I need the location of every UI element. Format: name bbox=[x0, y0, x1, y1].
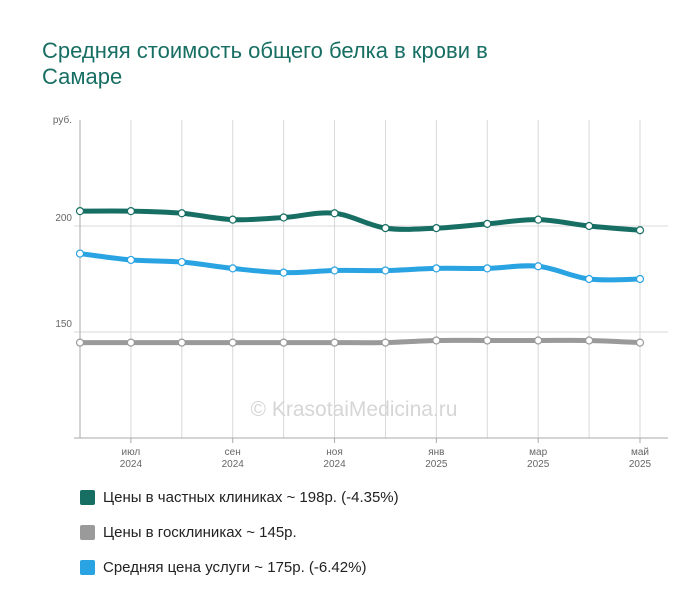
point bbox=[584, 221, 594, 231]
series-line bbox=[79, 251, 641, 283]
point bbox=[635, 338, 645, 347]
point bbox=[126, 207, 136, 216]
point bbox=[483, 219, 492, 228]
point bbox=[177, 209, 186, 218]
point bbox=[177, 257, 186, 267]
legend-item: Цены в частных клиниках ~ 198р. (-4.35%) bbox=[80, 489, 399, 506]
point bbox=[75, 338, 85, 347]
series-line bbox=[79, 337, 641, 346]
point bbox=[483, 336, 492, 345]
point bbox=[126, 255, 136, 265]
y-tick-label: 200 bbox=[55, 213, 72, 224]
legend-swatch bbox=[80, 490, 95, 505]
point bbox=[635, 274, 645, 284]
legend-item: Цены в госклиниках ~ 145р. bbox=[80, 524, 297, 541]
x-tick-label: июл bbox=[122, 447, 141, 458]
legend-label: Цены в госклиниках ~ 145р. bbox=[103, 524, 297, 541]
point bbox=[534, 215, 543, 224]
legend-item: Средняя цена услуги ~ 175р. (-6.42%) bbox=[80, 559, 366, 576]
y-axis-label: руб. bbox=[53, 114, 72, 126]
point bbox=[330, 266, 339, 275]
point bbox=[381, 266, 390, 275]
legend-label: Средняя цена услуги ~ 175р. (-6.42%) bbox=[103, 559, 367, 576]
watermark: © KrasotaiMedicina.ru bbox=[251, 398, 458, 421]
point bbox=[381, 224, 390, 233]
point bbox=[279, 338, 288, 347]
point bbox=[279, 213, 288, 222]
point bbox=[534, 262, 543, 271]
point bbox=[432, 224, 441, 233]
series-line bbox=[79, 208, 641, 233]
point bbox=[483, 264, 492, 273]
point bbox=[279, 268, 288, 277]
point bbox=[75, 207, 85, 216]
point bbox=[330, 338, 339, 347]
x-tick-label: сен bbox=[225, 447, 241, 458]
point bbox=[228, 215, 237, 224]
x-tick-label: ноя bbox=[326, 447, 343, 458]
legend-label: Цены в частных клиниках ~ 198р. (-4.35%) bbox=[103, 489, 399, 506]
x-tick-year: 2025 bbox=[425, 459, 448, 470]
x-tick-year: 2024 bbox=[222, 459, 245, 470]
point bbox=[228, 338, 237, 347]
x-tick-year: 2025 bbox=[527, 459, 550, 470]
point bbox=[381, 338, 390, 347]
point bbox=[330, 209, 339, 218]
legend-swatch bbox=[80, 525, 95, 540]
y-tick-label: 150 bbox=[55, 319, 72, 330]
x-tick-year: 2024 bbox=[120, 459, 143, 470]
point bbox=[534, 336, 543, 345]
chart-title: Средняя стоимость общего белка в крови в… bbox=[42, 38, 488, 89]
point bbox=[432, 336, 441, 345]
point bbox=[432, 264, 441, 273]
point bbox=[177, 338, 186, 347]
x-tick-year: 2025 bbox=[629, 459, 652, 470]
point bbox=[584, 336, 594, 345]
x-tick-year: 2024 bbox=[323, 459, 346, 470]
x-tick-label: мар bbox=[529, 447, 547, 458]
point bbox=[126, 338, 136, 347]
point bbox=[75, 249, 85, 258]
x-tick-label: май bbox=[631, 447, 649, 458]
legend-swatch bbox=[80, 560, 95, 575]
point bbox=[584, 274, 594, 284]
x-tick-label: янв bbox=[428, 447, 444, 458]
point bbox=[635, 226, 645, 235]
point bbox=[228, 264, 237, 273]
